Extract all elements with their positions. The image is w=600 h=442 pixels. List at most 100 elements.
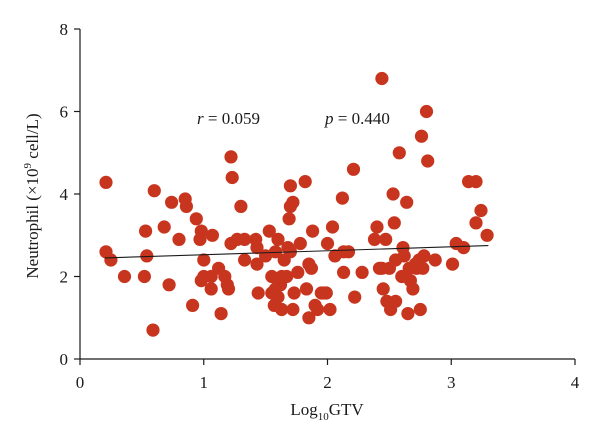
data-point bbox=[370, 220, 384, 234]
data-point bbox=[320, 236, 335, 251]
data-point bbox=[165, 195, 179, 209]
data-point bbox=[275, 302, 289, 317]
data-point bbox=[323, 302, 337, 317]
y-tick-label: 6 bbox=[60, 103, 69, 122]
data-point bbox=[445, 257, 460, 271]
data-point bbox=[250, 241, 264, 255]
data-point bbox=[139, 224, 153, 238]
data-point bbox=[287, 286, 301, 300]
data-point bbox=[271, 290, 285, 304]
y-tick-label: 4 bbox=[60, 185, 69, 204]
data-point bbox=[325, 220, 340, 234]
data-point bbox=[172, 232, 186, 246]
data-point bbox=[186, 298, 200, 312]
data-point bbox=[419, 104, 434, 119]
data-point bbox=[406, 282, 420, 296]
data-point bbox=[283, 179, 297, 193]
data-point bbox=[268, 245, 283, 259]
data-point bbox=[348, 290, 362, 304]
data-point bbox=[306, 224, 320, 238]
data-point bbox=[397, 249, 411, 263]
data-point bbox=[469, 175, 483, 189]
data-point bbox=[99, 175, 113, 189]
data-point bbox=[286, 195, 300, 209]
data-point bbox=[319, 286, 333, 300]
data-point bbox=[355, 265, 369, 279]
data-point bbox=[157, 220, 171, 234]
data-point bbox=[413, 302, 427, 317]
data-point bbox=[224, 150, 238, 164]
x-tick-label: 4 bbox=[571, 373, 580, 392]
data-point bbox=[162, 278, 176, 292]
y-axis-ticks: 0 2 4 6 8 bbox=[60, 20, 80, 369]
data-point bbox=[204, 282, 218, 296]
data-point bbox=[104, 253, 118, 267]
data-point bbox=[146, 323, 160, 337]
data-point bbox=[304, 261, 318, 275]
data-point bbox=[197, 253, 211, 267]
x-tick-label: 0 bbox=[76, 373, 85, 392]
data-point bbox=[337, 265, 351, 279]
data-point bbox=[428, 253, 442, 267]
data-point bbox=[251, 286, 265, 300]
data-point bbox=[379, 232, 393, 246]
data-point bbox=[286, 302, 300, 317]
data-point bbox=[400, 195, 414, 209]
data-point bbox=[416, 261, 430, 275]
data-point bbox=[234, 199, 248, 213]
x-axis-ticks: 0 1 2 3 4 bbox=[76, 359, 580, 392]
regression-line bbox=[104, 245, 489, 259]
data-point bbox=[194, 224, 208, 238]
data-point bbox=[147, 184, 161, 198]
data-point bbox=[250, 257, 264, 271]
data-point bbox=[389, 294, 403, 308]
data-point bbox=[238, 232, 252, 246]
data-point bbox=[117, 269, 132, 284]
data-point bbox=[372, 261, 387, 275]
data-point bbox=[401, 307, 415, 321]
data-point bbox=[474, 203, 488, 218]
data-point bbox=[291, 265, 305, 279]
data-point bbox=[140, 249, 154, 263]
data-point bbox=[335, 191, 349, 205]
data-point bbox=[469, 216, 483, 230]
data-point bbox=[480, 228, 494, 242]
data-point bbox=[375, 71, 389, 86]
y-axis-title: Neutrophil (×109 cell/L) bbox=[22, 113, 42, 278]
data-point bbox=[282, 212, 296, 226]
data-point bbox=[225, 170, 239, 185]
x-tick-label: 3 bbox=[447, 373, 456, 392]
data-point bbox=[221, 282, 236, 296]
y-tick-label: 2 bbox=[60, 268, 69, 287]
data-point bbox=[346, 162, 361, 176]
data-point bbox=[457, 241, 471, 255]
data-point bbox=[421, 154, 435, 168]
data-point bbox=[302, 311, 316, 325]
data-point bbox=[299, 282, 314, 296]
data-point bbox=[262, 224, 276, 238]
data-point bbox=[137, 269, 151, 284]
data-point bbox=[376, 282, 390, 296]
data-point bbox=[280, 269, 294, 284]
x-axis-title: Log10GTV bbox=[290, 400, 364, 423]
data-points bbox=[99, 71, 494, 337]
data-point bbox=[414, 129, 429, 143]
data-point bbox=[238, 253, 252, 267]
data-point bbox=[367, 232, 382, 246]
data-point bbox=[205, 228, 219, 242]
data-point bbox=[387, 216, 401, 230]
data-point bbox=[265, 269, 279, 284]
p-annotation: p = 0.440 bbox=[324, 109, 390, 128]
data-point bbox=[293, 236, 307, 251]
x-tick-label: 2 bbox=[323, 373, 332, 392]
y-tick-label: 0 bbox=[60, 350, 69, 369]
data-point bbox=[341, 245, 356, 259]
y-tick-label: 8 bbox=[60, 20, 69, 39]
data-point bbox=[189, 212, 203, 226]
x-tick-label: 1 bbox=[200, 373, 209, 392]
data-point bbox=[386, 187, 400, 201]
data-point bbox=[298, 175, 312, 189]
data-point bbox=[417, 249, 431, 263]
data-point bbox=[392, 146, 406, 160]
